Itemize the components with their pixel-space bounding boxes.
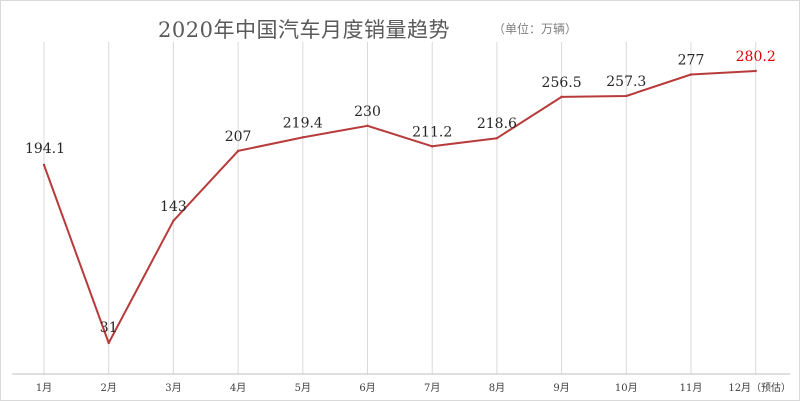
data-label-layer: 194.1 31 143 207 219.4 230 211.2 218.6 256.5 257.… [25, 49, 776, 336]
x-tick-label: 8月 [489, 382, 505, 394]
chart-subtitle: （单位：万辆） [493, 22, 578, 36]
x-tick-label: 10月 [615, 382, 638, 394]
x-tick-label: 9月 [553, 382, 569, 394]
data-label: 211.2 [412, 124, 452, 140]
data-label: 194.1 [25, 141, 65, 157]
data-point [560, 95, 563, 99]
x-tick-label: 12月（预估） [728, 381, 791, 394]
x-tick-label: 7月 [424, 382, 440, 394]
data-label: 143 [160, 199, 187, 215]
tick-label-layer: 1月 2月 3月 4月 5月 6月 7月 8月 9月 10月 11月 12月（预估） [36, 381, 791, 394]
x-tick-label: 11月 [680, 382, 703, 394]
x-tick-label: 4月 [230, 382, 246, 394]
x-tick-label: 5月 [295, 382, 311, 394]
data-label: 219.4 [283, 115, 323, 131]
data-point [754, 69, 757, 73]
data-label: 230 [354, 104, 381, 120]
data-point [172, 219, 175, 222]
data-label: 31 [100, 320, 118, 336]
data-point [301, 136, 304, 139]
line-layer [42, 69, 757, 345]
data-point [625, 94, 628, 98]
data-label: 256.5 [542, 75, 582, 91]
data-label: 218.6 [477, 116, 517, 132]
data-point [42, 163, 46, 167]
grid-layer [43, 42, 757, 374]
chart-title: 2020年中国汽车月度销量趋势 [158, 18, 450, 42]
series-line [43, 70, 756, 344]
data-point [107, 341, 110, 345]
x-tick-label: 2月 [101, 382, 117, 394]
data-label: 280.2 [736, 49, 776, 65]
data-label: 277 [678, 52, 705, 68]
title-row: 2020年中国汽车月度销量趋势 （单位：万辆） [0, 14, 800, 44]
x-tick-label: 6月 [359, 382, 375, 394]
x-tick-label: 1月 [36, 382, 52, 394]
data-point [431, 145, 434, 148]
data-point [689, 73, 693, 76]
x-tick-label: 3月 [165, 382, 181, 394]
data-point [495, 137, 499, 140]
data-label: 207 [225, 129, 252, 145]
data-point [236, 149, 240, 153]
data-label: 257.3 [606, 74, 646, 90]
data-point [366, 124, 369, 127]
